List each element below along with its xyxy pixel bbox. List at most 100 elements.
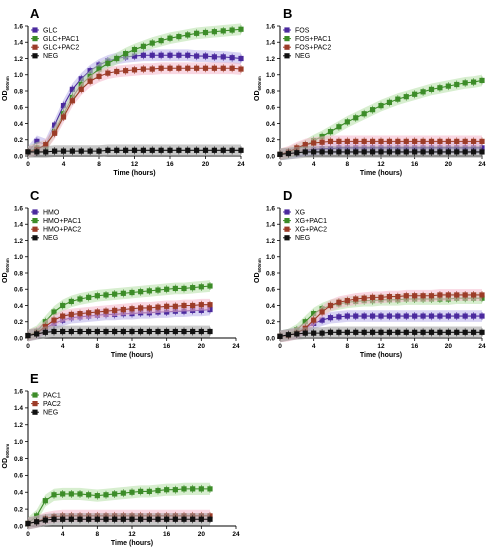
data-point [96,66,102,72]
y-tick-label: 1.6 [14,23,23,30]
legend-swatch-marker [284,36,290,42]
data-point [34,138,40,144]
data-point [437,329,443,335]
data-point [420,313,426,319]
data-point [103,328,109,335]
data-point [369,294,376,300]
y-tick-label: 0.0 [14,153,23,160]
x-tick-label: 12 [131,161,139,168]
data-point [181,486,187,492]
x-tick-label: 16 [163,531,171,538]
data-point [77,296,83,302]
data-point [386,293,393,300]
y-axis-title: OD600nm [2,444,10,469]
data-point [194,65,200,71]
data-point [149,66,155,72]
data-point [131,46,138,53]
data-point [172,285,178,292]
data-point [140,52,146,58]
data-point [285,332,292,338]
data-point [369,313,376,319]
y-tick-label: 0.6 [266,287,275,294]
data-point [198,284,204,290]
data-point [77,516,83,522]
data-point [146,328,152,335]
data-point [462,292,468,298]
y-axis-title-main: OD [2,273,9,284]
y-tick-label: 1.4 [14,40,23,47]
x-tick-label: 0 [278,161,282,168]
data-point [60,491,66,497]
x-axis-title: Time (hours) [113,170,155,177]
data-point [164,286,170,292]
data-point [454,313,460,319]
data-point [386,329,393,335]
y-tick-label: 0.4 [266,121,275,128]
series-neg [25,144,244,158]
data-point [172,487,178,493]
data-point [146,288,152,294]
data-point [361,295,367,301]
data-point [78,148,84,154]
data-point [181,328,187,335]
data-point [445,313,451,319]
data-point [105,147,111,153]
x-tick-label: 24 [232,343,240,350]
data-point [428,149,435,155]
data-point [202,29,209,36]
y-tick-label: 1.6 [14,205,23,212]
data-point [353,138,359,144]
data-point [77,491,83,497]
data-point [369,107,376,113]
y-axis-title-main: OD [2,91,9,102]
data-point [164,516,170,522]
data-point [114,68,120,75]
data-point [412,138,418,144]
x-tick-label: 20 [202,161,210,168]
data-point [176,33,182,40]
data-point [238,147,244,153]
data-point [112,307,118,313]
data-point [327,302,334,309]
panel-e: E 0.0 0.2 0.4 0.6 0.8 1.0 1.2 1.4 1.6 0 4 8 12 16 20 24 T… [2,371,240,547]
series-glc-plus-pac2 [25,62,244,158]
panel-label: D [283,188,292,203]
data-point [52,130,58,136]
data-point [129,306,135,312]
data-point [420,293,426,299]
data-point [479,313,485,319]
x-tick-label: 0 [278,343,282,350]
data-point [181,285,187,292]
y-tick-label: 1.6 [266,205,275,212]
y-tick-label: 1.0 [266,72,275,79]
y-tick-label: 0.2 [266,319,275,326]
data-point [25,149,31,155]
data-point [378,329,384,335]
y-tick-label: 0.4 [14,303,23,310]
data-point [123,68,129,74]
y-tick-label: 0.8 [266,270,275,277]
y-tick-label: 0.2 [14,319,23,326]
x-tick-label: 4 [312,161,316,168]
data-point [60,103,67,109]
data-point [353,329,359,335]
x-tick-label: 8 [97,161,101,168]
data-point [211,65,217,71]
legend-swatch-marker [284,27,290,33]
data-point [43,142,49,148]
data-point [327,138,334,144]
data-point [220,65,226,71]
data-point [403,94,409,100]
data-point [462,149,468,155]
data-point [149,40,155,46]
panel-d: D 0.0 0.2 0.4 0.6 0.8 1.0 1.2 1.4 1.6 0 4 8 12 16 20 24 T… [254,188,486,359]
data-point [129,289,135,296]
x-tick-label: 4 [61,343,65,350]
legend-swatch-marker [284,53,290,59]
legend-label: HMO+PAC2 [43,227,81,234]
series-neg [25,513,213,530]
legend-swatch-marker [32,235,38,241]
data-point [395,329,401,335]
legend-swatch-marker [284,226,290,232]
data-point [412,313,418,319]
